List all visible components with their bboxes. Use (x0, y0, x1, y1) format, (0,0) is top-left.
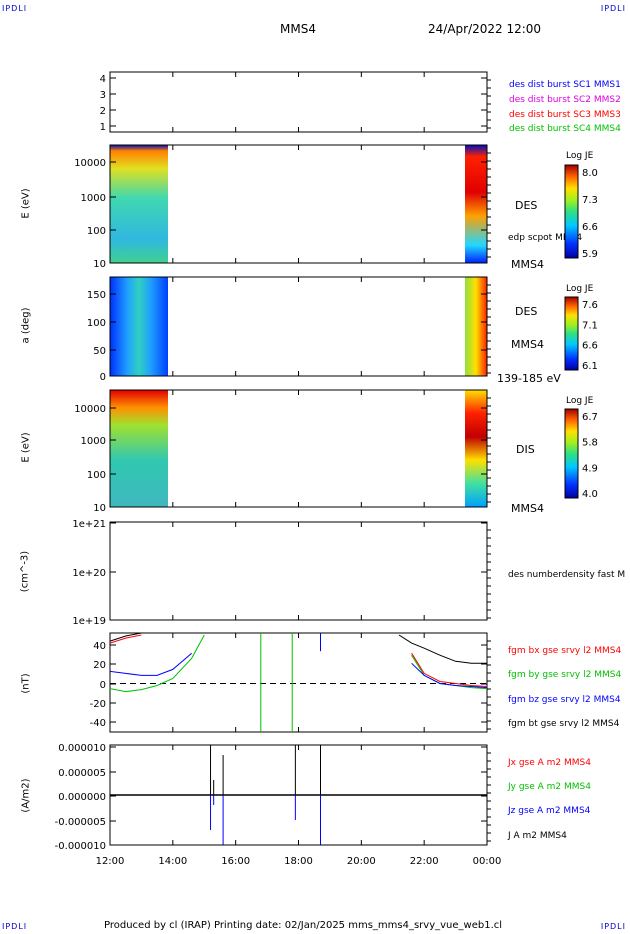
colorbar-tick-label: 6.7 (582, 412, 598, 423)
current-legend-jy: Jy gse A m2 MMS4 (508, 782, 591, 792)
corner-mark-tl: IPDLI (2, 4, 28, 13)
xtick-label: 22:00 (410, 856, 439, 867)
corner-mark-br: IPDLI (600, 922, 626, 931)
dis-energy-bottom-label: MMS4 (511, 502, 544, 515)
ytick-label: 20 (93, 660, 106, 671)
ytick-label: 0.000000 (58, 792, 106, 803)
panel-frame (109, 521, 488, 621)
ytick-label: 10 (93, 503, 106, 514)
colorbar-tick-label: 7.6 (582, 300, 598, 311)
ytick-label: 1000 (81, 436, 106, 447)
ytick-label: 1e+19 (72, 616, 106, 627)
bfield-series-line (109, 632, 487, 664)
ytick-label: -40 (90, 718, 106, 729)
date-title: 24/Apr/2022 12:00 (428, 22, 542, 36)
colorbar-tick-label: 5.8 (582, 438, 598, 449)
colorbar (564, 164, 579, 259)
colorbar-tick-label: 6.1 (582, 361, 598, 372)
burst-legend-sc3: des dist burst SC3 MMS3 (509, 110, 621, 120)
colorbar-tick-label: 7.3 (582, 195, 598, 206)
ytick-label: 40 (93, 641, 106, 652)
heatmap-block-left (110, 390, 168, 507)
ytick-label: -20 (90, 699, 106, 710)
heatmap-block-right (465, 145, 487, 263)
ytick-label: 0.000005 (58, 768, 106, 779)
heatmap-block-right (465, 390, 487, 507)
ytick-label: 150 (87, 290, 106, 301)
xtick-label: 12:00 (96, 856, 125, 867)
ytick-label: -0.000010 (55, 841, 106, 852)
ytick-label: 10000 (74, 158, 106, 169)
burst-legend-sc4: des dist burst SC4 MMS4 (509, 124, 621, 134)
des-pitch-mms-label: MMS4 (511, 338, 544, 351)
burst-legend-sc1: des dist burst SC1 MMS1 (509, 80, 621, 90)
ytick-label: 0 (100, 680, 106, 691)
xtick-label: 16:00 (221, 856, 250, 867)
xtick-label: 00:00 (473, 856, 502, 867)
des-energy-label: DES (515, 199, 538, 212)
ytick-label: 1000 (81, 193, 106, 204)
current-legend-j: J A m2 MMS4 (508, 831, 567, 841)
ytick-label: 2 (100, 106, 106, 117)
bfield-legend-bx: fgm bx gse srvy l2 MMS4 (508, 646, 622, 656)
colorbar-tick-label: 6.6 (582, 341, 598, 352)
colorbar (564, 408, 579, 499)
ytick-label: 1e+20 (72, 568, 106, 579)
bfield-legend-bt: fgm bt gse srvy l2 MMS4 (508, 719, 620, 729)
ytick-label: 50 (93, 346, 106, 357)
spacecraft-title: MMS4 (280, 22, 316, 36)
heatmap-block-left (110, 277, 168, 376)
ytick-label: 100 (87, 226, 106, 237)
panel-frame (109, 71, 488, 133)
footer-credit: Produced by cl (IRAP) Printing date: 02/… (104, 920, 503, 931)
xtick-label: 14:00 (158, 856, 187, 867)
corner-mark-bl: IPDLI (2, 922, 28, 931)
ytick-label: 100 (87, 470, 106, 481)
ytick-label: 3 (100, 90, 106, 101)
ytick-label: -0.000005 (55, 817, 106, 828)
colorbar-tick-label: 7.1 (582, 320, 598, 331)
heatmap-block-left (110, 145, 168, 263)
ytick-label: 10000 (74, 404, 106, 415)
ytick-label: 1e+21 (72, 519, 106, 530)
panel-frame (109, 632, 488, 733)
bfield-series-line (109, 652, 488, 689)
bfield-legend-bz: fgm bz gse srvy l2 MMS4 (508, 695, 621, 705)
burst-legend-sc2: des dist burst SC2 MMS2 (509, 95, 621, 105)
pitch-energy-range-label: 139-185 eV (497, 372, 561, 385)
bfield-legend-by: fgm by gse srvy l2 MMS4 (508, 670, 622, 680)
heatmap-block-right (465, 277, 487, 376)
scpot-label: edp scpot MMS4 (508, 233, 583, 243)
colorbar-tick-label: 4.9 (582, 463, 598, 474)
colorbar2-title: Log JE (566, 284, 594, 294)
colorbar-tick-label: 4.0 (582, 489, 598, 500)
current-legend-jz: Jz gse A m2 MMS4 (508, 806, 591, 816)
des-energy-bottom-label: MMS4 (511, 258, 544, 271)
ytick-label: 1 (100, 122, 106, 133)
xtick-label: 18:00 (284, 856, 313, 867)
bfield-series-line (109, 634, 488, 687)
ytick-label: 0 (100, 372, 106, 383)
current-legend-jx: Jx gse A m2 MMS4 (508, 758, 591, 768)
ytick-label: 100 (87, 318, 106, 329)
colorbar-tick-label: 6.6 (582, 222, 598, 233)
colorbar3-title: Log JE (566, 396, 594, 406)
ytick-label: 0.000010 (58, 743, 106, 754)
colorbar-tick-label: 5.9 (582, 249, 598, 260)
ytick-label: 10 (93, 259, 106, 270)
corner-mark-tr: IPDLI (600, 4, 626, 13)
xtick-label: 20:00 (347, 856, 376, 867)
colorbar-tick-label: 8.0 (582, 168, 598, 179)
colorbar (564, 296, 579, 371)
dis-energy-label: DIS (516, 443, 535, 456)
density-legend: des numberdensity fast M (508, 570, 626, 580)
des-pitch-label: DES (515, 305, 538, 318)
ytick-label: 4 (100, 74, 106, 85)
colorbar1-title: Log JE (566, 151, 594, 161)
